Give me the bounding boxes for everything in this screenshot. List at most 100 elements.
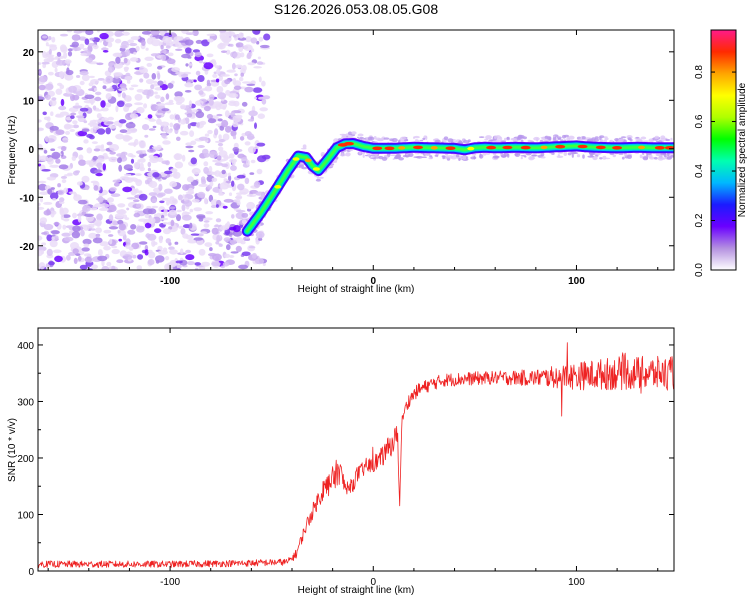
noise-speck	[55, 113, 62, 118]
noise-speck	[248, 246, 256, 249]
noise-speck	[203, 62, 214, 70]
noise-speck	[95, 221, 102, 227]
noise-speck	[84, 213, 94, 217]
noise-speck	[65, 130, 70, 135]
noise-speck	[209, 247, 213, 252]
ridge-halo-speck	[462, 140, 470, 144]
noise-speck	[61, 146, 67, 152]
noise-speck	[109, 144, 120, 152]
noise-speck	[43, 149, 48, 154]
noise-speck	[79, 43, 85, 49]
noise-speck	[233, 85, 242, 91]
noise-speck	[198, 136, 209, 141]
noise-speck	[219, 32, 230, 39]
noise-speck	[125, 72, 131, 77]
noise-speck	[205, 211, 214, 215]
noise-speck	[118, 88, 127, 92]
noise-speck	[82, 47, 88, 51]
noise-speck	[82, 205, 87, 213]
noise-speck	[192, 30, 199, 36]
noise-speck	[215, 78, 220, 83]
noise-speck	[38, 180, 47, 184]
noise-speck	[59, 197, 65, 202]
ridge-hotspot	[612, 146, 623, 150]
noise-speck	[125, 238, 131, 246]
ridge-halo-speck	[398, 139, 401, 144]
noise-speck	[112, 52, 123, 58]
ridge-halo-speck	[599, 135, 605, 139]
noise-speck	[147, 89, 154, 97]
colorbar-tick-label: 0.2	[694, 213, 705, 227]
noise-speck	[214, 162, 224, 166]
noise-speck	[156, 193, 164, 198]
noise-speck	[105, 75, 114, 84]
noise-speck	[208, 253, 217, 257]
noise-speck	[112, 179, 121, 183]
colorbar-tick-label: 0.8	[694, 65, 705, 79]
noise-speck	[232, 225, 241, 233]
noise-speck	[150, 30, 160, 36]
noise-speck	[239, 76, 244, 82]
ridge-halo-speck	[458, 157, 461, 161]
noise-speck	[149, 180, 158, 189]
noise-speck	[168, 206, 176, 210]
noise-speck	[116, 153, 125, 157]
spectrogram-x-tick-label: 100	[568, 276, 585, 287]
noise-speck	[222, 262, 230, 267]
ridge-halo-speck	[442, 156, 445, 160]
noise-speck	[230, 165, 237, 171]
noise-speck	[189, 130, 195, 138]
noise-speck	[146, 62, 153, 67]
noise-speck	[160, 217, 169, 221]
noise-speck	[60, 98, 65, 107]
noise-speck	[61, 179, 67, 184]
noise-speck	[50, 187, 55, 190]
noise-speck	[107, 116, 114, 121]
snr-y-tick-label: 400	[17, 341, 34, 352]
noise-speck	[186, 107, 192, 114]
ridge-halo-speck	[395, 153, 402, 158]
noise-speck	[81, 247, 90, 252]
noise-speck	[195, 39, 203, 44]
ridge-hotspot	[577, 144, 588, 149]
noise-speck	[60, 175, 68, 179]
ridge-halo-speck	[381, 156, 388, 161]
noise-speck	[53, 221, 60, 226]
noise-speck	[212, 73, 218, 78]
ridge-hotspot	[654, 146, 665, 150]
noise-speck	[146, 205, 152, 209]
ridge-halo-speck	[315, 178, 321, 182]
noise-speck	[216, 86, 224, 93]
noise-speck	[88, 75, 95, 79]
noise-speck	[251, 252, 257, 259]
noise-speck	[93, 148, 101, 152]
noise-speck	[218, 243, 223, 247]
noise-speck	[184, 39, 194, 46]
noise-speck	[136, 225, 145, 231]
noise-speck	[130, 224, 137, 230]
noise-speck	[147, 161, 152, 168]
noise-speck	[232, 185, 236, 192]
ridge-hotspot	[384, 146, 395, 151]
noise-speck	[232, 121, 239, 128]
noise-speck	[76, 75, 81, 78]
noise-speck	[177, 225, 184, 229]
ridge-halo-speck	[621, 156, 625, 160]
noise-speck	[204, 85, 213, 92]
noise-speck	[128, 127, 138, 134]
noise-speck	[209, 181, 214, 187]
noise-speck	[148, 128, 156, 131]
ridge-halo-speck	[540, 156, 546, 159]
noise-speck	[202, 148, 209, 155]
noise-speck	[124, 76, 133, 81]
noise-speck	[42, 35, 48, 39]
noise-speck	[203, 223, 210, 228]
noise-speck	[175, 260, 183, 264]
ridge-halo-speck	[626, 154, 633, 159]
noise-speck	[235, 42, 244, 48]
noise-speck	[54, 255, 63, 263]
noise-speck	[238, 32, 244, 39]
noise-speck	[191, 109, 199, 113]
noise-speck	[230, 111, 236, 118]
noise-speck	[102, 163, 107, 171]
